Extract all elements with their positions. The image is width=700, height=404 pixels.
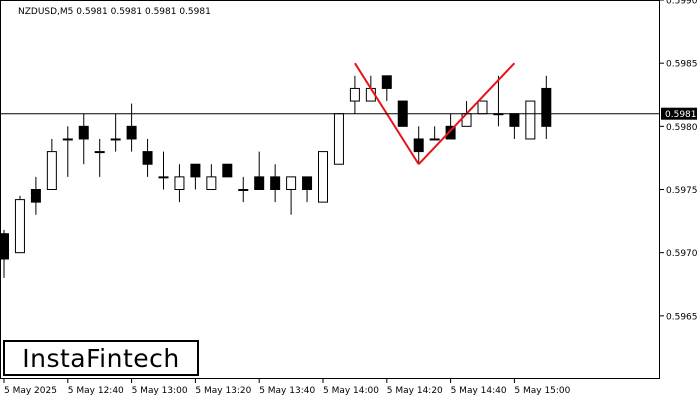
candle-body-bullish xyxy=(94,151,105,154)
chart-title: NZDUSD,M5 0.5981 0.5981 0.5981 0.5981 xyxy=(18,7,211,17)
current-price-label-box xyxy=(661,107,697,120)
candle xyxy=(46,138,57,191)
candle-body-bearish xyxy=(78,125,89,140)
y-tick-label: 0.5980 xyxy=(666,123,698,133)
x-tick-label: 5 May 2025 xyxy=(4,386,57,396)
instafintech-logo: InstaFintech xyxy=(3,340,199,376)
candle xyxy=(142,138,153,177)
x-tick-label: 5 May 14:20 xyxy=(387,386,443,396)
candle-body-bearish xyxy=(254,176,265,191)
candle xyxy=(270,164,281,203)
candle-body-bearish xyxy=(381,75,392,89)
candle xyxy=(158,151,169,190)
y-tick-label: 0.5970 xyxy=(666,249,698,259)
candle xyxy=(110,113,121,152)
y-tick-label: 0.5965 xyxy=(666,312,698,322)
candle xyxy=(445,113,456,140)
candle xyxy=(302,176,313,203)
candle-body-bullish xyxy=(62,138,73,141)
x-axis: 5 May 2025 5 May 12:40 5 May 13:00 5 May 13… xyxy=(3,379,571,396)
candle xyxy=(333,113,344,165)
candle-body-bearish xyxy=(270,176,281,191)
candle-body-bearish xyxy=(222,163,233,178)
candle xyxy=(525,100,536,140)
candle xyxy=(14,195,25,254)
candle-body-bullish xyxy=(174,176,185,191)
candle xyxy=(126,103,137,152)
candle-body-bearish xyxy=(30,189,41,203)
candle xyxy=(174,164,185,203)
candle xyxy=(78,113,89,165)
candle-body-bullish xyxy=(158,176,169,179)
candle xyxy=(206,164,217,191)
current-price-label: 0.5981 xyxy=(665,110,697,120)
candle xyxy=(541,75,552,139)
candle-body-bullish xyxy=(206,176,217,191)
candle-body-bearish xyxy=(190,163,201,178)
candle-body-bullish xyxy=(429,138,440,141)
candle-body-bullish xyxy=(14,199,25,254)
candle-body-bullish xyxy=(286,176,297,191)
candle xyxy=(238,176,249,203)
candle xyxy=(30,176,41,215)
y-axis: 0.5990 0.5985 0.5980 0.5975 0.5970 0.5965 xyxy=(660,0,698,322)
candle-body-bearish xyxy=(509,113,520,127)
candle-body-bullish xyxy=(318,151,328,203)
y-tick-label: 0.5975 xyxy=(666,186,698,196)
x-tick-label: 5 May 14:40 xyxy=(451,386,507,396)
candle-body-bullish xyxy=(525,100,536,140)
candle xyxy=(429,126,440,141)
candle-body-bullish xyxy=(333,113,344,165)
candle-body-bearish xyxy=(142,151,153,165)
candle-body-bullish xyxy=(477,100,488,115)
candle xyxy=(477,100,488,115)
candle-body-bearish xyxy=(0,233,9,260)
candle-body-bearish xyxy=(445,125,456,140)
candle xyxy=(94,138,105,177)
x-tick-label: 5 May 13:00 xyxy=(132,386,188,396)
candle-body-bearish xyxy=(413,138,424,153)
x-tick-label: 5 May 13:20 xyxy=(195,386,251,396)
candle-body-bullish xyxy=(238,189,249,191)
candle xyxy=(413,126,424,165)
logo-text: InstaFintech xyxy=(22,343,180,373)
candle-body-bearish xyxy=(302,176,313,191)
x-tick-label: 5 May 12:40 xyxy=(68,386,124,396)
candle xyxy=(190,163,201,190)
candle xyxy=(381,75,392,102)
candle xyxy=(286,176,297,215)
candle xyxy=(318,151,328,203)
candle-body-bullish xyxy=(110,138,121,141)
candle-body-bullish xyxy=(349,87,360,102)
y-tick-label: 0.5985 xyxy=(666,60,698,70)
candle-body-bullish xyxy=(46,151,57,191)
candles-layer xyxy=(0,75,552,278)
candle xyxy=(62,126,73,177)
candle xyxy=(0,229,9,278)
x-tick-label: 5 May 15:00 xyxy=(514,386,570,396)
x-tick-label: 5 May 14:00 xyxy=(323,386,379,396)
candle xyxy=(222,163,233,178)
y-tick-label: 0.5990 xyxy=(666,0,698,7)
candle xyxy=(509,113,520,139)
x-tick-label: 5 May 13:40 xyxy=(259,386,315,396)
candle-body-bearish xyxy=(126,125,137,140)
candle-body-bearish xyxy=(541,87,552,127)
plot-frame xyxy=(0,0,660,379)
candle xyxy=(349,75,360,114)
candle xyxy=(254,151,265,191)
